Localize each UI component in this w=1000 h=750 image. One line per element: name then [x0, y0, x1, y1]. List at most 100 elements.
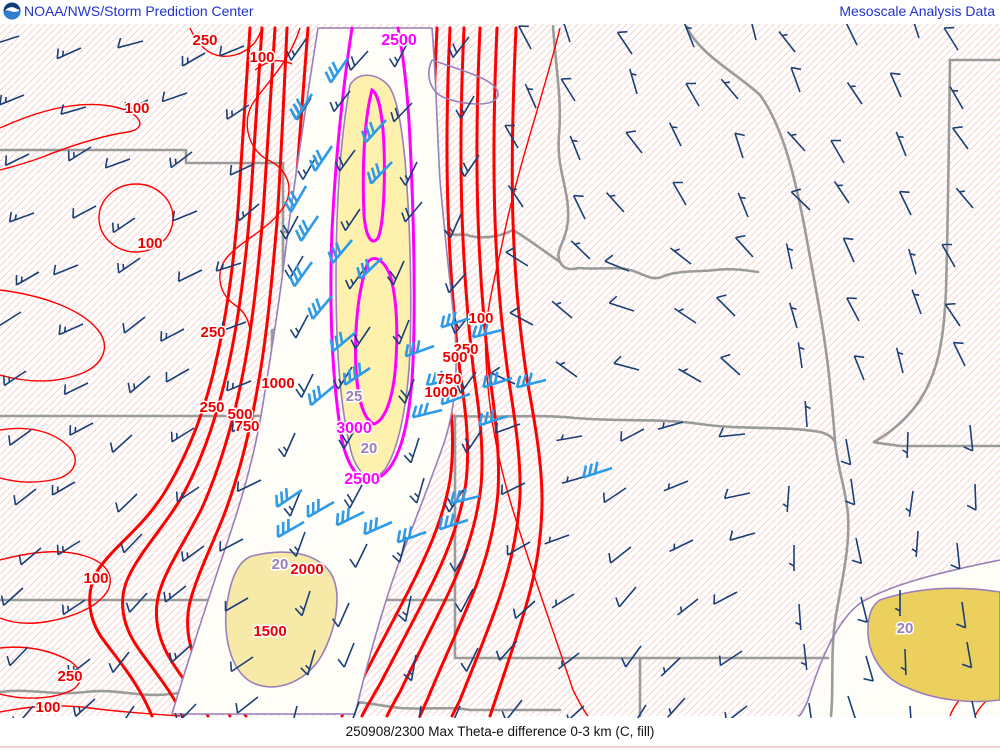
- contour-label: 500: [442, 349, 467, 366]
- wind-barb: [509, 306, 534, 326]
- contour-label: 2500: [344, 471, 380, 488]
- wind-barb: [515, 372, 547, 389]
- wind-barb: [615, 586, 637, 608]
- wind-barb: [804, 401, 811, 428]
- wind-barb: [908, 248, 917, 275]
- wind-barb: [830, 139, 845, 164]
- wind-barb: [391, 536, 407, 563]
- wind-barb: [670, 247, 692, 265]
- wind-barb: [229, 163, 255, 176]
- wind-barb: [440, 311, 471, 329]
- wind-barb: [846, 297, 860, 322]
- wind-barb: [490, 366, 516, 385]
- wind-barb: [952, 126, 969, 150]
- wind-barb: [331, 602, 350, 628]
- wind-barb: [225, 104, 250, 120]
- wind-barb: [620, 428, 645, 442]
- wind-barb: [505, 246, 529, 267]
- wind-barb: [425, 370, 457, 387]
- wind-barb: [219, 538, 244, 552]
- wind-barb: [0, 311, 22, 327]
- wind-barb: [15, 271, 40, 286]
- wind-barb: [403, 437, 420, 464]
- wind-barb: [460, 647, 479, 672]
- wind-barb: [677, 598, 699, 616]
- wind-barb: [396, 526, 427, 544]
- wind-barb: [293, 705, 298, 718]
- wind-barb: [220, 320, 247, 332]
- wind-barb: [723, 488, 751, 500]
- wind-barb: [111, 217, 136, 234]
- contour-label: 20: [361, 440, 378, 457]
- wind-barb: [790, 188, 811, 211]
- wind-barb: [411, 402, 443, 419]
- wind-barb: [504, 124, 519, 149]
- wind-barb: [349, 543, 368, 568]
- wind-barb: [455, 371, 477, 394]
- wind-barb: [572, 194, 586, 220]
- wind-barb: [168, 644, 192, 663]
- contour-label: 100: [35, 699, 60, 716]
- wind-barb: [961, 641, 973, 669]
- header-left-link[interactable]: NOAA/NWS/Storm Prediction Center: [24, 3, 254, 19]
- wind-barb: [905, 490, 914, 517]
- wind-barb: [454, 588, 474, 613]
- wind-barb: [286, 38, 307, 61]
- wind-barb: [857, 596, 869, 623]
- wind-barb: [606, 192, 625, 213]
- wind-barb: [0, 587, 24, 606]
- wind-barb: [478, 409, 509, 427]
- wind-barb: [667, 697, 686, 718]
- wind-barb: [833, 180, 850, 204]
- wind-barb: [125, 592, 148, 613]
- wind-barb: [950, 542, 961, 570]
- wind-barb: [276, 519, 305, 539]
- wind-barb: [518, 25, 532, 50]
- wind-barb: [117, 37, 144, 49]
- wind-barb: [808, 702, 812, 718]
- wind-barb: [72, 698, 96, 717]
- wind-barb: [845, 24, 858, 46]
- wind-barb: [461, 430, 482, 454]
- wind-barb: [277, 432, 296, 458]
- wind-barb: [894, 590, 901, 616]
- wind-barb: [219, 45, 245, 57]
- wind-barb: [512, 600, 536, 619]
- contour-label: 2500: [381, 32, 417, 49]
- wind-barb: [949, 86, 964, 110]
- wind-barb: [120, 533, 143, 554]
- wind-barb: [160, 328, 185, 342]
- wind-barb: [398, 378, 415, 404]
- wind-barb: [4, 153, 30, 167]
- wind-barb: [788, 545, 795, 571]
- wind-barb: [900, 648, 907, 676]
- wind-barb: [737, 192, 749, 218]
- contour-label: 250: [200, 324, 225, 341]
- contour-label: 20: [272, 556, 289, 573]
- wind-barb: [966, 483, 977, 511]
- wind-barb: [734, 132, 745, 159]
- contour-label: 250: [57, 668, 82, 685]
- wind-barb: [846, 81, 863, 105]
- wind-barb: [18, 547, 42, 566]
- wind-barb: [685, 82, 700, 107]
- header-right-link[interactable]: Mesoscale Analysis Data: [839, 3, 995, 19]
- wind-barb: [215, 261, 242, 272]
- contour-label: 3000: [336, 420, 372, 437]
- wind-barb: [556, 434, 583, 442]
- wind-barb: [604, 254, 630, 272]
- wind-barbs-cyan: [275, 57, 613, 544]
- wind-barb: [902, 431, 909, 459]
- wind-barb: [390, 102, 413, 123]
- wind-barb: [955, 187, 974, 209]
- wind-barb: [165, 368, 190, 383]
- wind-barb: [563, 24, 571, 43]
- wind-barb: [386, 260, 405, 286]
- wind-barb: [338, 425, 358, 449]
- wind-barb: [663, 480, 689, 492]
- wind-barb: [678, 368, 702, 383]
- wind-barb: [0, 35, 20, 43]
- contour-label: 750: [436, 371, 461, 388]
- wind-barb: [956, 601, 967, 629]
- wind-barb: [782, 485, 790, 512]
